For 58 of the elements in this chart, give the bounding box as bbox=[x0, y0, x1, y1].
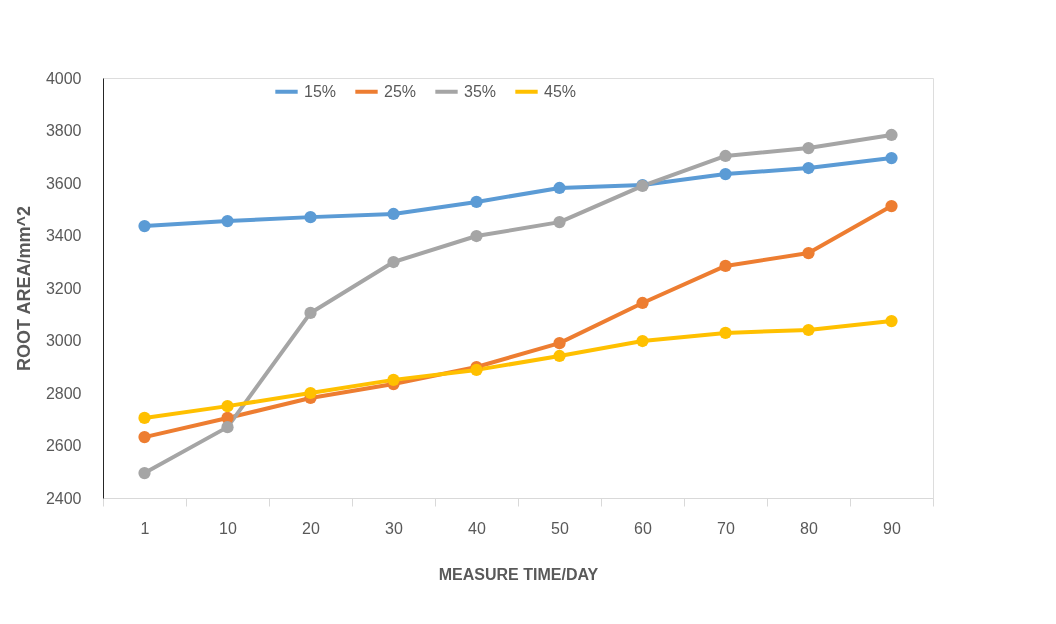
point bbox=[470, 229, 483, 243]
point bbox=[802, 161, 815, 175]
point bbox=[885, 151, 898, 165]
x-tick-label: 40 bbox=[468, 519, 486, 537]
point bbox=[553, 337, 566, 350]
point bbox=[470, 195, 483, 209]
point bbox=[304, 211, 317, 224]
y-tick-label: 3600 bbox=[45, 174, 82, 192]
point bbox=[304, 386, 317, 400]
point bbox=[802, 141, 815, 155]
legend-label: 45% bbox=[544, 82, 577, 100]
point bbox=[719, 326, 732, 339]
point bbox=[885, 128, 898, 142]
point bbox=[719, 167, 732, 181]
x-tick-label: 50 bbox=[551, 519, 569, 537]
x-tick-label: 90 bbox=[883, 519, 901, 537]
point bbox=[885, 314, 898, 328]
y-tick-label: 2800 bbox=[45, 384, 82, 402]
point bbox=[138, 430, 151, 444]
legend-label: 35% bbox=[464, 82, 497, 100]
point bbox=[221, 214, 234, 228]
x-tick-label: 20 bbox=[302, 519, 320, 537]
x-axis-title: MEASURE TIME/DAY bbox=[438, 565, 599, 583]
point bbox=[885, 199, 898, 213]
point bbox=[719, 259, 732, 273]
point bbox=[719, 149, 732, 163]
legend-label: 15% bbox=[304, 82, 337, 100]
point bbox=[636, 296, 649, 310]
x-tick-label: 60 bbox=[634, 519, 652, 537]
point bbox=[553, 181, 566, 195]
point bbox=[387, 207, 400, 221]
point bbox=[387, 373, 400, 386]
point bbox=[221, 400, 234, 413]
point bbox=[553, 349, 566, 363]
y-tick-label: 2400 bbox=[45, 489, 82, 507]
y-tick-label: 2600 bbox=[45, 437, 82, 454]
point bbox=[553, 216, 566, 229]
y-tick-label: 3800 bbox=[45, 122, 82, 139]
y-axis-title: ROOT AREA/mm^2 bbox=[13, 206, 34, 371]
point bbox=[802, 323, 815, 337]
x-tick-label: 70 bbox=[717, 519, 735, 537]
point bbox=[221, 421, 234, 434]
legend-label: 25% bbox=[384, 82, 417, 100]
y-tick-label: 3200 bbox=[45, 279, 82, 297]
point bbox=[387, 255, 400, 269]
x-tick-label: 10 bbox=[219, 519, 237, 537]
point bbox=[138, 219, 151, 233]
point bbox=[138, 411, 151, 425]
point bbox=[636, 334, 649, 348]
y-tick-label: 3400 bbox=[45, 227, 82, 244]
point bbox=[138, 466, 151, 480]
x-tick-label: 30 bbox=[385, 519, 403, 537]
y-tick-label: 4000 bbox=[45, 69, 82, 87]
y-tick-label: 3000 bbox=[45, 332, 82, 349]
point bbox=[802, 246, 815, 260]
x-tick-label: 80 bbox=[800, 519, 818, 537]
point bbox=[304, 306, 317, 320]
x-tick-label: 1 bbox=[140, 519, 150, 537]
